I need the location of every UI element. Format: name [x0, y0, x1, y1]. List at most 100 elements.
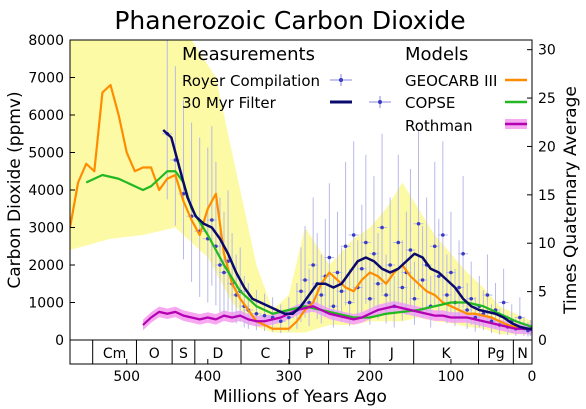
series-line-30-myr-filter: [162, 129, 532, 330]
royer-data-point: [416, 221, 421, 226]
x-tick-label: 400: [194, 369, 221, 385]
rothman-uncertainty-band: [142, 301, 532, 335]
legend-geocarb-label: GEOCARB III: [405, 72, 497, 90]
royer-data-point: [408, 248, 413, 252]
royer-data-point: [420, 278, 425, 282]
plot-frame: [69, 39, 533, 365]
y-tick-label: 2000: [28, 258, 64, 274]
y-tick-label: 0: [55, 333, 64, 349]
royer-data-point: [380, 225, 384, 230]
y-tick-label: 1000: [28, 296, 64, 312]
royer-data-point: [262, 313, 267, 318]
royer-data-point: [359, 266, 364, 271]
royer-data-point: [388, 263, 392, 267]
royer-data-point: [485, 293, 490, 297]
royer-data-point: [445, 293, 449, 297]
y-axis-label: Carbon Dioxide (ppmv): [5, 91, 25, 288]
royer-data-point: [339, 289, 344, 294]
royer-data-point: [311, 263, 315, 267]
legend-royer-marker: [330, 74, 352, 86]
royer-data-point: [396, 240, 401, 245]
y2-tick-label: 20: [538, 139, 556, 155]
x-tick-label: 500: [113, 369, 140, 385]
y2-tick-label: 0: [538, 333, 547, 349]
legend-rothman-extra-marker: [369, 96, 391, 108]
period-label: S: [179, 346, 188, 362]
royer-data-point: [299, 289, 303, 294]
geocarb-uncertainty-band: [70, 40, 532, 335]
royer-data-point: [364, 240, 368, 245]
royer-data-point: [218, 263, 222, 267]
royer-data-point: [376, 281, 380, 286]
legend-copse-label: COPSE: [405, 94, 455, 112]
royer-data-point: [327, 255, 332, 260]
royer-data-point: [449, 270, 453, 275]
royer-data-point: [457, 285, 461, 290]
series-line-rothman: [142, 305, 532, 331]
period-label: Cm: [103, 346, 126, 362]
royer-data-point: [368, 296, 372, 301]
royer-data-point: [436, 274, 441, 279]
period-label: C: [260, 346, 270, 362]
y2-tick-label: 10: [538, 236, 556, 252]
royer-data-point: [465, 308, 469, 312]
y-tick-label: 7000: [28, 71, 64, 87]
legend-models-header: Models: [405, 44, 468, 65]
period-label: O: [149, 346, 160, 362]
royer-data-point: [319, 293, 324, 297]
period-label: J: [389, 346, 394, 362]
royer-data-point: [518, 315, 522, 320]
royer-data-point: [501, 300, 506, 305]
royer-data-point: [278, 319, 283, 324]
y2-axis-label: Times Quaternary Average: [561, 86, 581, 315]
y2-tick-label: 25: [538, 91, 556, 107]
royer-data-point: [441, 233, 445, 237]
period-label: K: [441, 346, 451, 362]
royer-data-point: [432, 244, 437, 249]
royer-data-point: [400, 285, 405, 290]
plot-clip-group: [70, 40, 532, 337]
royer-data-point: [254, 311, 259, 316]
royer-data-point: [372, 251, 376, 256]
y-tick-label: 8000: [28, 33, 64, 49]
axes: 0100020003000400050006000700080000510152…: [28, 33, 555, 385]
royer-data-point: [222, 270, 226, 275]
royer-data-point: [210, 218, 214, 222]
period-label: Pg: [487, 346, 504, 362]
period-label: Tr: [342, 346, 355, 362]
y-tick-label: 6000: [28, 108, 64, 124]
x-tick-label: 0: [528, 369, 537, 385]
legend-measurements-header: Measurements: [182, 44, 315, 65]
y-tick-label: 3000: [28, 221, 64, 237]
period-label: D: [213, 346, 224, 362]
royer-data-point: [461, 251, 465, 256]
y2-tick-label: 5: [538, 285, 547, 301]
plot-area: [70, 40, 532, 337]
x-tick-label: 300: [275, 369, 302, 385]
x-tick-label: 100: [438, 369, 465, 385]
royer-data-point: [343, 244, 348, 249]
y2-tick-label: 30: [538, 43, 556, 59]
royer-data-point: [384, 293, 388, 297]
x-tick-label: 200: [357, 369, 384, 385]
royer-data-point: [307, 300, 311, 305]
x-axis-label: Millions of Years Ago: [213, 387, 387, 407]
legend: Measurements Models Royer Compilation 30…: [182, 44, 527, 135]
royer-data-point: [469, 296, 474, 301]
period-label: N: [517, 346, 527, 362]
royer-data-point: [335, 270, 340, 275]
royer-data-point: [412, 296, 417, 301]
period-label: P: [305, 346, 313, 362]
royer-data-point: [347, 300, 352, 305]
y-tick-label: 5000: [28, 146, 64, 162]
chart-title: Phanerozoic Carbon Dioxide: [114, 6, 465, 35]
legend-rothman-label: Rothman: [405, 117, 473, 135]
legend-filter-label: 30 Myr Filter: [182, 94, 277, 112]
royer-data-point: [303, 278, 307, 282]
y2-tick-label: 15: [538, 188, 556, 204]
royer-data-point: [351, 233, 356, 237]
royer-data-point: [287, 315, 291, 320]
legend-royer-label: Royer Compilation: [182, 72, 320, 90]
